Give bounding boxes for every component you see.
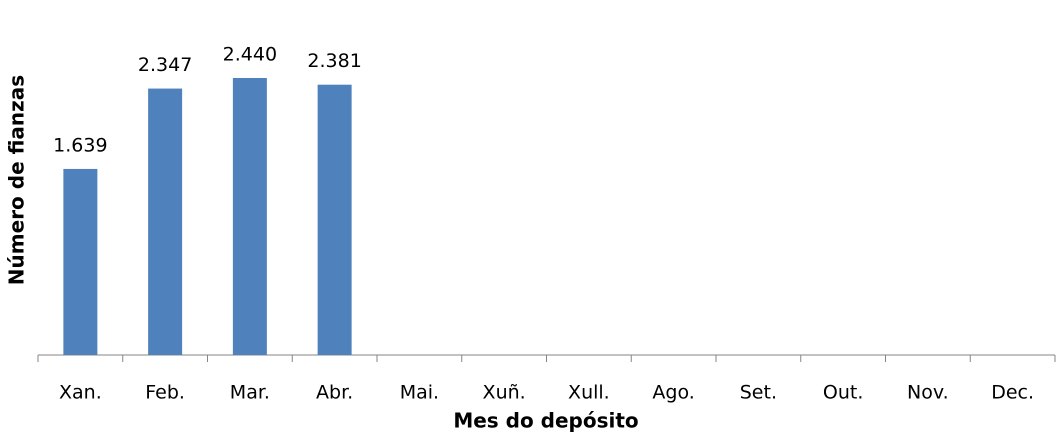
bar	[232, 78, 267, 355]
value-label: 1.639	[53, 134, 107, 156]
value-label: 2.440	[223, 44, 277, 66]
x-tick-label: Mar.	[230, 382, 270, 404]
x-tick-label: Out.	[823, 382, 864, 404]
x-tick-label: Dec.	[991, 382, 1034, 404]
bar	[63, 168, 98, 355]
value-label: 2.381	[307, 50, 361, 72]
x-tick-label: Mai.	[400, 382, 439, 404]
x-tick-label: Xan.	[59, 382, 102, 404]
x-tick-label: Xuñ.	[483, 382, 526, 404]
x-tick-label: Abr.	[316, 382, 353, 404]
x-axis-title: Mes do depósito	[453, 409, 638, 433]
y-axis-title: Número de fianzas	[5, 75, 29, 285]
x-tick-label: Feb.	[145, 382, 185, 404]
bar	[148, 88, 183, 355]
value-label: 2.347	[138, 54, 192, 76]
bar	[317, 84, 352, 356]
x-tick-label: Ago.	[652, 382, 694, 404]
x-tick-label: Set.	[740, 382, 777, 404]
x-tick-label: Xull.	[568, 382, 610, 404]
x-tick-label: Nov.	[907, 382, 949, 404]
